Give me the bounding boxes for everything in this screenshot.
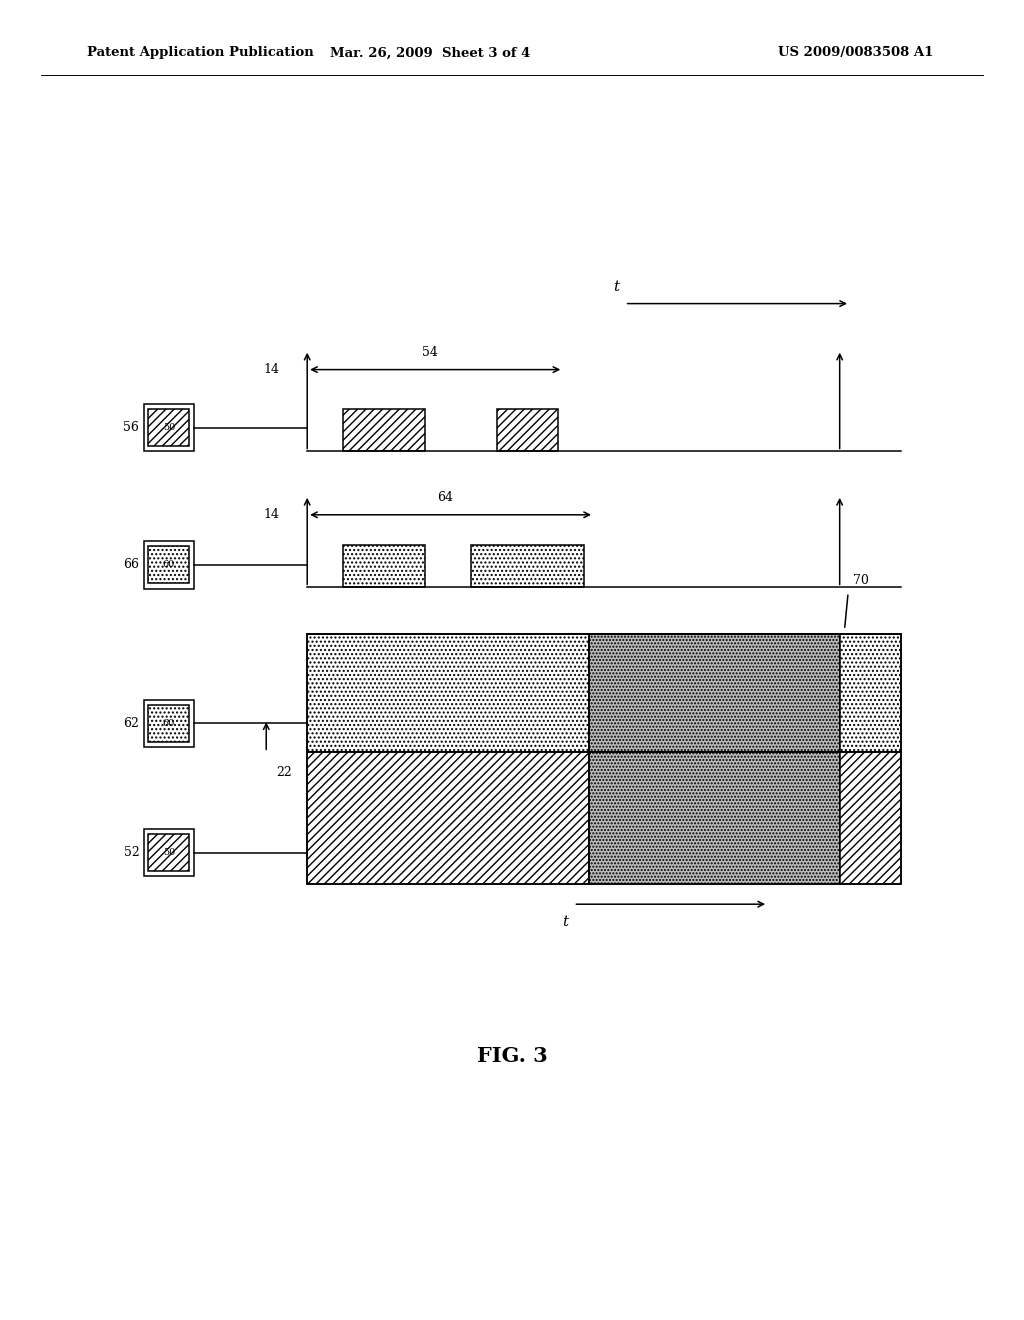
Bar <box>148 409 189 446</box>
Bar <box>589 634 840 752</box>
Text: 66: 66 <box>123 558 139 572</box>
Bar <box>144 829 194 876</box>
Text: US 2009/0083508 A1: US 2009/0083508 A1 <box>778 46 934 59</box>
Bar <box>343 545 425 587</box>
Text: 70: 70 <box>853 574 869 587</box>
Text: t: t <box>562 915 568 929</box>
Bar <box>307 634 901 884</box>
Text: t: t <box>613 280 620 294</box>
Text: 22: 22 <box>276 766 292 779</box>
Text: 14: 14 <box>263 508 280 521</box>
Text: 50: 50 <box>163 849 175 857</box>
Bar <box>144 541 194 589</box>
Bar <box>497 409 558 451</box>
Bar <box>589 752 840 884</box>
Bar <box>148 705 189 742</box>
Text: 50: 50 <box>163 424 175 432</box>
Bar <box>840 752 901 884</box>
Text: 14: 14 <box>263 363 280 376</box>
Bar <box>471 545 584 587</box>
Text: 60: 60 <box>163 561 175 569</box>
Text: 60: 60 <box>163 719 175 727</box>
Text: FIG. 3: FIG. 3 <box>476 1045 548 1067</box>
Bar <box>144 700 194 747</box>
Text: 52: 52 <box>124 846 139 859</box>
Text: 64: 64 <box>437 491 454 504</box>
Bar <box>148 546 189 583</box>
Text: Patent Application Publication: Patent Application Publication <box>87 46 313 59</box>
Bar <box>840 634 901 752</box>
Bar <box>144 404 194 451</box>
Bar <box>148 834 189 871</box>
Bar <box>307 752 589 884</box>
Text: 56: 56 <box>123 421 139 434</box>
Text: 54: 54 <box>422 346 438 359</box>
Bar <box>307 634 589 752</box>
Text: 62: 62 <box>123 717 139 730</box>
Bar <box>343 409 425 451</box>
Text: Mar. 26, 2009  Sheet 3 of 4: Mar. 26, 2009 Sheet 3 of 4 <box>330 46 530 59</box>
